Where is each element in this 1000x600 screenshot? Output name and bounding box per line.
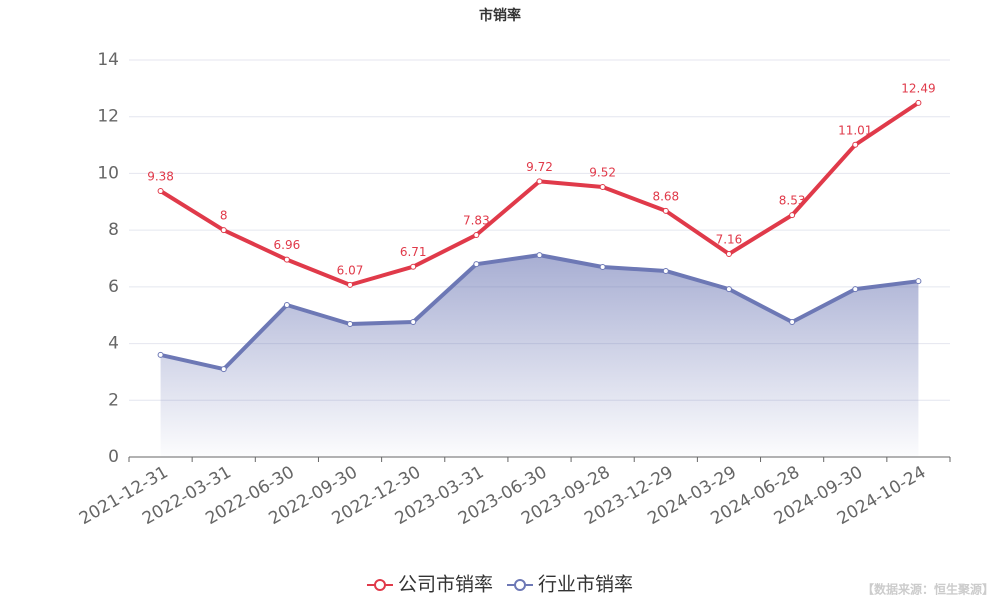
point — [915, 99, 922, 106]
point — [536, 178, 543, 185]
point — [852, 141, 859, 148]
point — [283, 302, 290, 309]
point — [347, 281, 354, 288]
data-label: 6.07 — [337, 263, 364, 277]
data-label: 6.96 — [274, 238, 301, 252]
chart-title: 市销率 — [479, 7, 521, 24]
data-label: 8.53 — [779, 194, 806, 208]
point — [536, 252, 543, 259]
point — [157, 351, 164, 358]
y-tick-label: 14 — [97, 50, 119, 70]
y-tick-label: 8 — [108, 220, 119, 240]
data-label: 8.68 — [652, 189, 679, 203]
data-label: 8 — [220, 209, 228, 223]
data-label: 9.38 — [147, 170, 174, 184]
point — [725, 286, 732, 293]
point — [473, 261, 480, 268]
y-tick-label: 12 — [97, 107, 119, 127]
data-label: 6.71 — [400, 245, 427, 259]
y-tick-label: 2 — [108, 390, 119, 410]
legend: 公司市销率 行业市销率 — [366, 574, 633, 596]
point — [915, 278, 922, 285]
point — [662, 207, 669, 214]
point — [599, 184, 606, 191]
point — [725, 250, 732, 257]
data-label: 7.83 — [463, 213, 490, 227]
point — [220, 227, 227, 234]
point — [157, 188, 164, 195]
data-label: 12.49 — [901, 81, 935, 95]
point — [473, 231, 480, 238]
point — [220, 366, 227, 373]
data-label: 11.01 — [838, 123, 872, 137]
legend-icon — [373, 579, 386, 591]
y-tick-label: 6 — [108, 277, 119, 297]
data-label: 7.16 — [716, 232, 743, 246]
point — [789, 212, 796, 219]
point — [662, 267, 669, 274]
y-tick-label: 4 — [108, 334, 119, 354]
source-note: 【数据来源：恒生聚源】 — [862, 582, 994, 597]
point — [410, 319, 417, 326]
data-label: 9.52 — [589, 166, 616, 180]
point — [347, 321, 354, 328]
legend-label: 行业市销率 — [538, 574, 633, 596]
data-label: 9.72 — [526, 160, 553, 174]
legend-icon — [514, 579, 526, 591]
point — [410, 263, 417, 270]
point — [599, 264, 606, 271]
legend-item[interactable]: 行业市销率 — [507, 574, 633, 596]
y-tick-label: 0 — [108, 447, 119, 467]
point — [852, 286, 859, 293]
legend-item[interactable]: 公司市销率 — [366, 574, 493, 596]
point — [789, 319, 796, 326]
point — [283, 256, 290, 263]
area — [160, 255, 919, 457]
y-tick-label: 10 — [97, 163, 119, 183]
legend-label: 公司市销率 — [398, 574, 493, 596]
